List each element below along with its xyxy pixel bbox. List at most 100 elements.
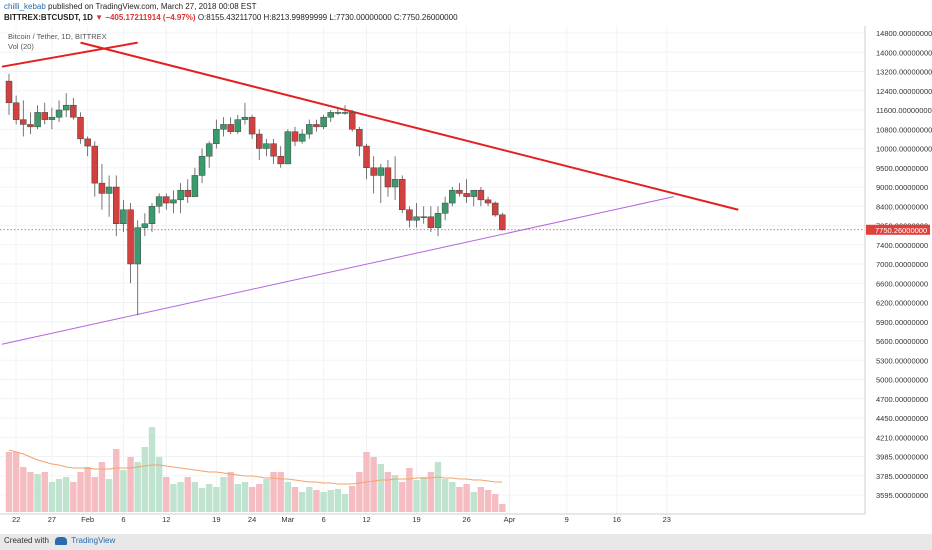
candle-body: [499, 214, 506, 231]
volume-bar: [27, 472, 34, 512]
candle-body: [413, 216, 420, 221]
last-price-tag: [866, 224, 930, 235]
candle-body: [477, 189, 485, 201]
x-tick-label: 9: [565, 515, 569, 524]
candle-body: [320, 116, 327, 128]
volume-bar: [370, 457, 377, 512]
volume-bar: [113, 449, 120, 512]
y-tick-label: 13200.00000000: [876, 68, 932, 77]
volume-bar: [327, 490, 334, 512]
x-tick-label: 19: [412, 515, 420, 524]
ohlc-line: BITTREX:BTCUSDT, 1D ▼ −405.17211914 (−4.…: [4, 13, 458, 22]
candle-body: [141, 223, 149, 228]
x-tick-label: 6: [322, 515, 326, 524]
candle-body: [77, 116, 84, 140]
low-value: L:7730.00000000: [329, 13, 392, 22]
created-with[interactable]: Created with TradingView: [4, 536, 115, 545]
candle-body: [48, 116, 56, 120]
close-value: C:7750.26000000: [393, 13, 458, 22]
volume-bar: [213, 487, 220, 512]
volume-bar: [384, 472, 392, 512]
y-tick-label: 9000.00000000: [876, 183, 928, 192]
footer-bar: Created with TradingView: [0, 534, 932, 550]
y-tick-label: 5600.00000000: [876, 337, 928, 346]
y-tick-label: 12400.00000000: [876, 87, 932, 96]
candle-body: [113, 186, 120, 224]
tradingview-brand[interactable]: TradingView: [71, 536, 116, 545]
candle-body: [227, 124, 234, 132]
volume-bar: [441, 479, 449, 512]
volume-bar: [84, 467, 91, 512]
y-tick-label: 3595.00000000: [876, 491, 928, 500]
candle-body: [256, 133, 263, 149]
y-tick-label: 5900.00000000: [876, 318, 928, 327]
volume-bar: [427, 472, 435, 512]
y-tick-label: 7400.00000000: [876, 241, 928, 250]
candle-body: [420, 216, 427, 218]
candle-body: [55, 109, 63, 118]
candle-body: [434, 213, 442, 228]
candle-body: [12, 102, 20, 120]
volume-bar: [248, 487, 256, 512]
candle-body: [334, 112, 342, 114]
volume-bar: [234, 484, 241, 512]
volume-bar: [484, 490, 492, 512]
x-tick-label: Feb: [81, 515, 94, 524]
high-value: H:8213.99899999: [263, 13, 328, 22]
volume-bar: [499, 504, 506, 512]
candle-body: [384, 167, 392, 188]
candle-body: [241, 116, 249, 120]
volume-bar: [20, 467, 27, 512]
candle-body: [284, 131, 292, 165]
volume-bar: [227, 472, 234, 512]
volume-bar: [98, 462, 106, 512]
candle-body: [348, 112, 356, 130]
x-tick-label: Mar: [281, 515, 294, 524]
candle-body: [91, 145, 99, 184]
change-value: ▼ −405.17211914 (−4.97%): [95, 13, 196, 22]
candle-body: [98, 182, 106, 194]
volume-bar: [127, 457, 134, 512]
candle-body: [327, 112, 334, 118]
volume-bar: [320, 492, 327, 512]
x-tick-label: 6: [121, 515, 125, 524]
y-tick-label: 7000.00000000: [876, 260, 928, 269]
volume-bar: [177, 482, 184, 512]
candle-body: [399, 179, 406, 211]
open-value: O:8155.43211700: [197, 13, 262, 22]
candle-body: [291, 131, 299, 142]
volume-bar: [41, 472, 48, 512]
y-tick-label: 3785.00000000: [876, 472, 928, 481]
volume-bar: [298, 492, 306, 512]
volume-bar: [263, 479, 270, 512]
volume-bar: [12, 452, 20, 512]
candle-body: [62, 104, 70, 111]
volume-bar: [148, 427, 156, 512]
volume-bar: [191, 482, 199, 512]
x-tick-label: 16: [613, 515, 621, 524]
candle-body: [248, 116, 256, 135]
candle-body: [120, 209, 127, 224]
candle-body: [263, 143, 270, 149]
volume-bar: [306, 487, 313, 512]
legend-title: Bitcoin / Tether, 1D, BITTREX: [8, 32, 107, 41]
candle-body: [27, 124, 34, 128]
candlestick-chart[interactable]: 14800.00000000 14000.00000000 13200.000000…: [0, 26, 932, 524]
candle-body: [363, 145, 370, 168]
candle-body: [134, 227, 141, 265]
y-tick-label: 3985.00000000: [876, 453, 928, 462]
candle-body: [205, 143, 213, 157]
volume-bar: [470, 492, 477, 512]
chart-area[interactable]: 14800.00000000 14000.00000000 13200.000000…: [0, 26, 932, 524]
candle-body: [270, 143, 277, 157]
volume-bar: [241, 482, 249, 512]
volume-bar: [313, 490, 320, 512]
candle-body: [191, 175, 199, 197]
volume-bar: [277, 472, 284, 512]
x-tick-label: 24: [248, 515, 256, 524]
y-tick-label: 4700.00000000: [876, 395, 928, 404]
y-tick-label: 4210.00000000: [876, 433, 928, 442]
volume-bar: [55, 479, 63, 512]
volume-bar: [449, 482, 456, 512]
author-link[interactable]: chilli_kebab: [4, 2, 46, 11]
